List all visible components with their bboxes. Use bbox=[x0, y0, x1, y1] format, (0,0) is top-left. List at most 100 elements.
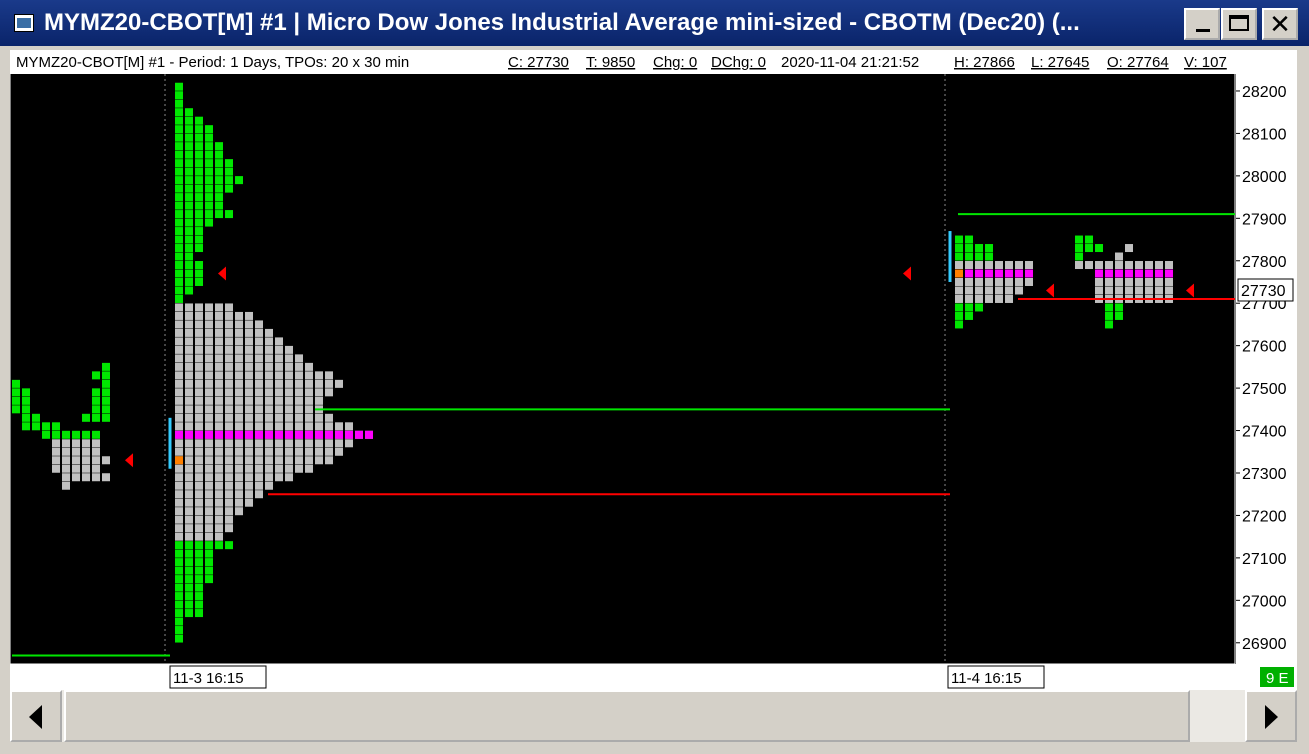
tpo-single-print bbox=[185, 116, 193, 125]
tpo-value-area bbox=[315, 447, 323, 456]
close-button[interactable]: ✕ bbox=[1262, 8, 1298, 40]
tpo-single-print bbox=[195, 193, 203, 202]
chart-window-icon[interactable] bbox=[14, 14, 34, 32]
status-badge-text: 9 E bbox=[1266, 670, 1289, 687]
tpo-value-area bbox=[235, 498, 243, 507]
tpo-value-area bbox=[1095, 277, 1103, 286]
tpo-value-area bbox=[235, 345, 243, 354]
tpo-single-print bbox=[175, 227, 183, 236]
tpo-value-area bbox=[1005, 286, 1013, 295]
tpo-value-area bbox=[195, 490, 203, 499]
tpo-value-area bbox=[215, 354, 223, 363]
tpo-value-area bbox=[275, 464, 283, 473]
tpo-chart[interactable]: MYMZ20-CBOT[M] #1 - Period: 1 Days, TPOs… bbox=[10, 50, 1297, 690]
tpo-single-print bbox=[965, 244, 973, 253]
tpo-single-print bbox=[22, 413, 30, 422]
tpo-value-area bbox=[285, 439, 293, 448]
tpo-value-area bbox=[255, 422, 263, 431]
title-bar[interactable]: MYMZ20-CBOT[M] #1 | Micro Dow Jones Indu… bbox=[0, 0, 1309, 46]
tpo-value-area bbox=[72, 473, 80, 482]
scroll-left-button[interactable] bbox=[10, 690, 62, 742]
x-tick-label: 11-4 16:15 bbox=[951, 670, 1022, 687]
tpo-single-print bbox=[205, 159, 213, 168]
tpo-value-area bbox=[245, 439, 253, 448]
horizontal-scrollbar[interactable] bbox=[10, 690, 1297, 742]
tpo-value-area bbox=[205, 490, 213, 499]
tpo-value-area bbox=[235, 320, 243, 329]
tpo-poc bbox=[355, 430, 363, 439]
tpo-single-print bbox=[82, 430, 90, 439]
tpo-value-area bbox=[195, 311, 203, 320]
scroll-right-button[interactable] bbox=[1245, 690, 1297, 742]
tpo-single-print bbox=[205, 201, 213, 210]
tpo-value-area bbox=[325, 447, 333, 456]
tpo-value-area bbox=[92, 464, 100, 473]
tpo-single-print bbox=[215, 184, 223, 193]
scrollbar-thumb[interactable] bbox=[64, 690, 1190, 742]
tpo-value-area bbox=[975, 294, 983, 303]
price-axis[interactable] bbox=[1236, 74, 1297, 664]
tpo-value-area bbox=[225, 396, 233, 405]
tpo-value-area bbox=[185, 422, 193, 431]
tpo-value-area bbox=[225, 337, 233, 346]
tpo-single-print bbox=[985, 244, 993, 253]
tpo-value-area bbox=[225, 524, 233, 533]
minimize-icon bbox=[1196, 29, 1210, 32]
tpo-single-print bbox=[175, 176, 183, 185]
tpo-value-area bbox=[205, 524, 213, 533]
tpo-value-area bbox=[215, 439, 223, 448]
tpo-value-area bbox=[185, 405, 193, 414]
tpo-value-area bbox=[195, 524, 203, 533]
tpo-value-area bbox=[52, 447, 60, 456]
tpo-value-area bbox=[205, 481, 213, 490]
header-values: C: 27730 T: 9850 Chg: 0 DChg: 0 2020-11-… bbox=[508, 54, 1227, 71]
tpo-value-area bbox=[205, 320, 213, 329]
tpo-single-print bbox=[42, 430, 50, 439]
tpo-value-area bbox=[215, 405, 223, 414]
tpo-value-area bbox=[185, 532, 193, 541]
tpo-single-print bbox=[12, 405, 20, 414]
maximize-button[interactable] bbox=[1221, 8, 1257, 40]
tpo-value-area bbox=[185, 481, 193, 490]
tpo-value-area bbox=[185, 354, 193, 363]
tpo-value-area bbox=[1015, 277, 1023, 286]
tpo-value-area bbox=[175, 328, 183, 337]
tpo-single-print bbox=[195, 244, 203, 253]
tpo-single-print bbox=[185, 261, 193, 270]
tpo-value-area bbox=[185, 345, 193, 354]
tpo-value-area bbox=[185, 515, 193, 524]
tpo-value-area bbox=[245, 456, 253, 465]
tpo-value-area bbox=[305, 422, 313, 431]
tpo-single-print bbox=[965, 311, 973, 320]
tpo-single-print bbox=[1095, 244, 1103, 253]
tpo-single-print bbox=[185, 244, 193, 253]
tpo-value-area bbox=[205, 447, 213, 456]
tpo-value-area bbox=[185, 464, 193, 473]
tpo-value-area bbox=[185, 524, 193, 533]
tpo-single-print bbox=[42, 422, 50, 431]
tpo-poc bbox=[1095, 269, 1103, 278]
tpo-value-area bbox=[1105, 277, 1113, 286]
x-tick-label: 11-3 16:15 bbox=[173, 670, 244, 687]
tpo-value-area bbox=[275, 337, 283, 346]
current-price-label bbox=[1237, 278, 1294, 302]
tpo-single-print bbox=[215, 142, 223, 151]
tpo-value-area bbox=[62, 456, 70, 465]
tpo-value-area bbox=[175, 481, 183, 490]
tpo-value-area bbox=[245, 498, 253, 507]
minimize-button[interactable] bbox=[1184, 8, 1220, 40]
tpo-single-print bbox=[205, 150, 213, 159]
tpo-value-area bbox=[225, 345, 233, 354]
tpo-value-area bbox=[325, 371, 333, 380]
tpo-single-print bbox=[22, 422, 30, 431]
y-tick-label: 27600 bbox=[1242, 339, 1287, 356]
tpo-value-area bbox=[965, 277, 973, 286]
tpo-value-area bbox=[195, 354, 203, 363]
tpo-value-area bbox=[1125, 244, 1133, 253]
tpo-value-area bbox=[82, 473, 90, 482]
tpo-value-area bbox=[255, 388, 263, 397]
tpo-value-area bbox=[315, 439, 323, 448]
tpo-single-print bbox=[965, 303, 973, 312]
tpo-value-area bbox=[285, 379, 293, 388]
tpo-value-area bbox=[295, 405, 303, 414]
